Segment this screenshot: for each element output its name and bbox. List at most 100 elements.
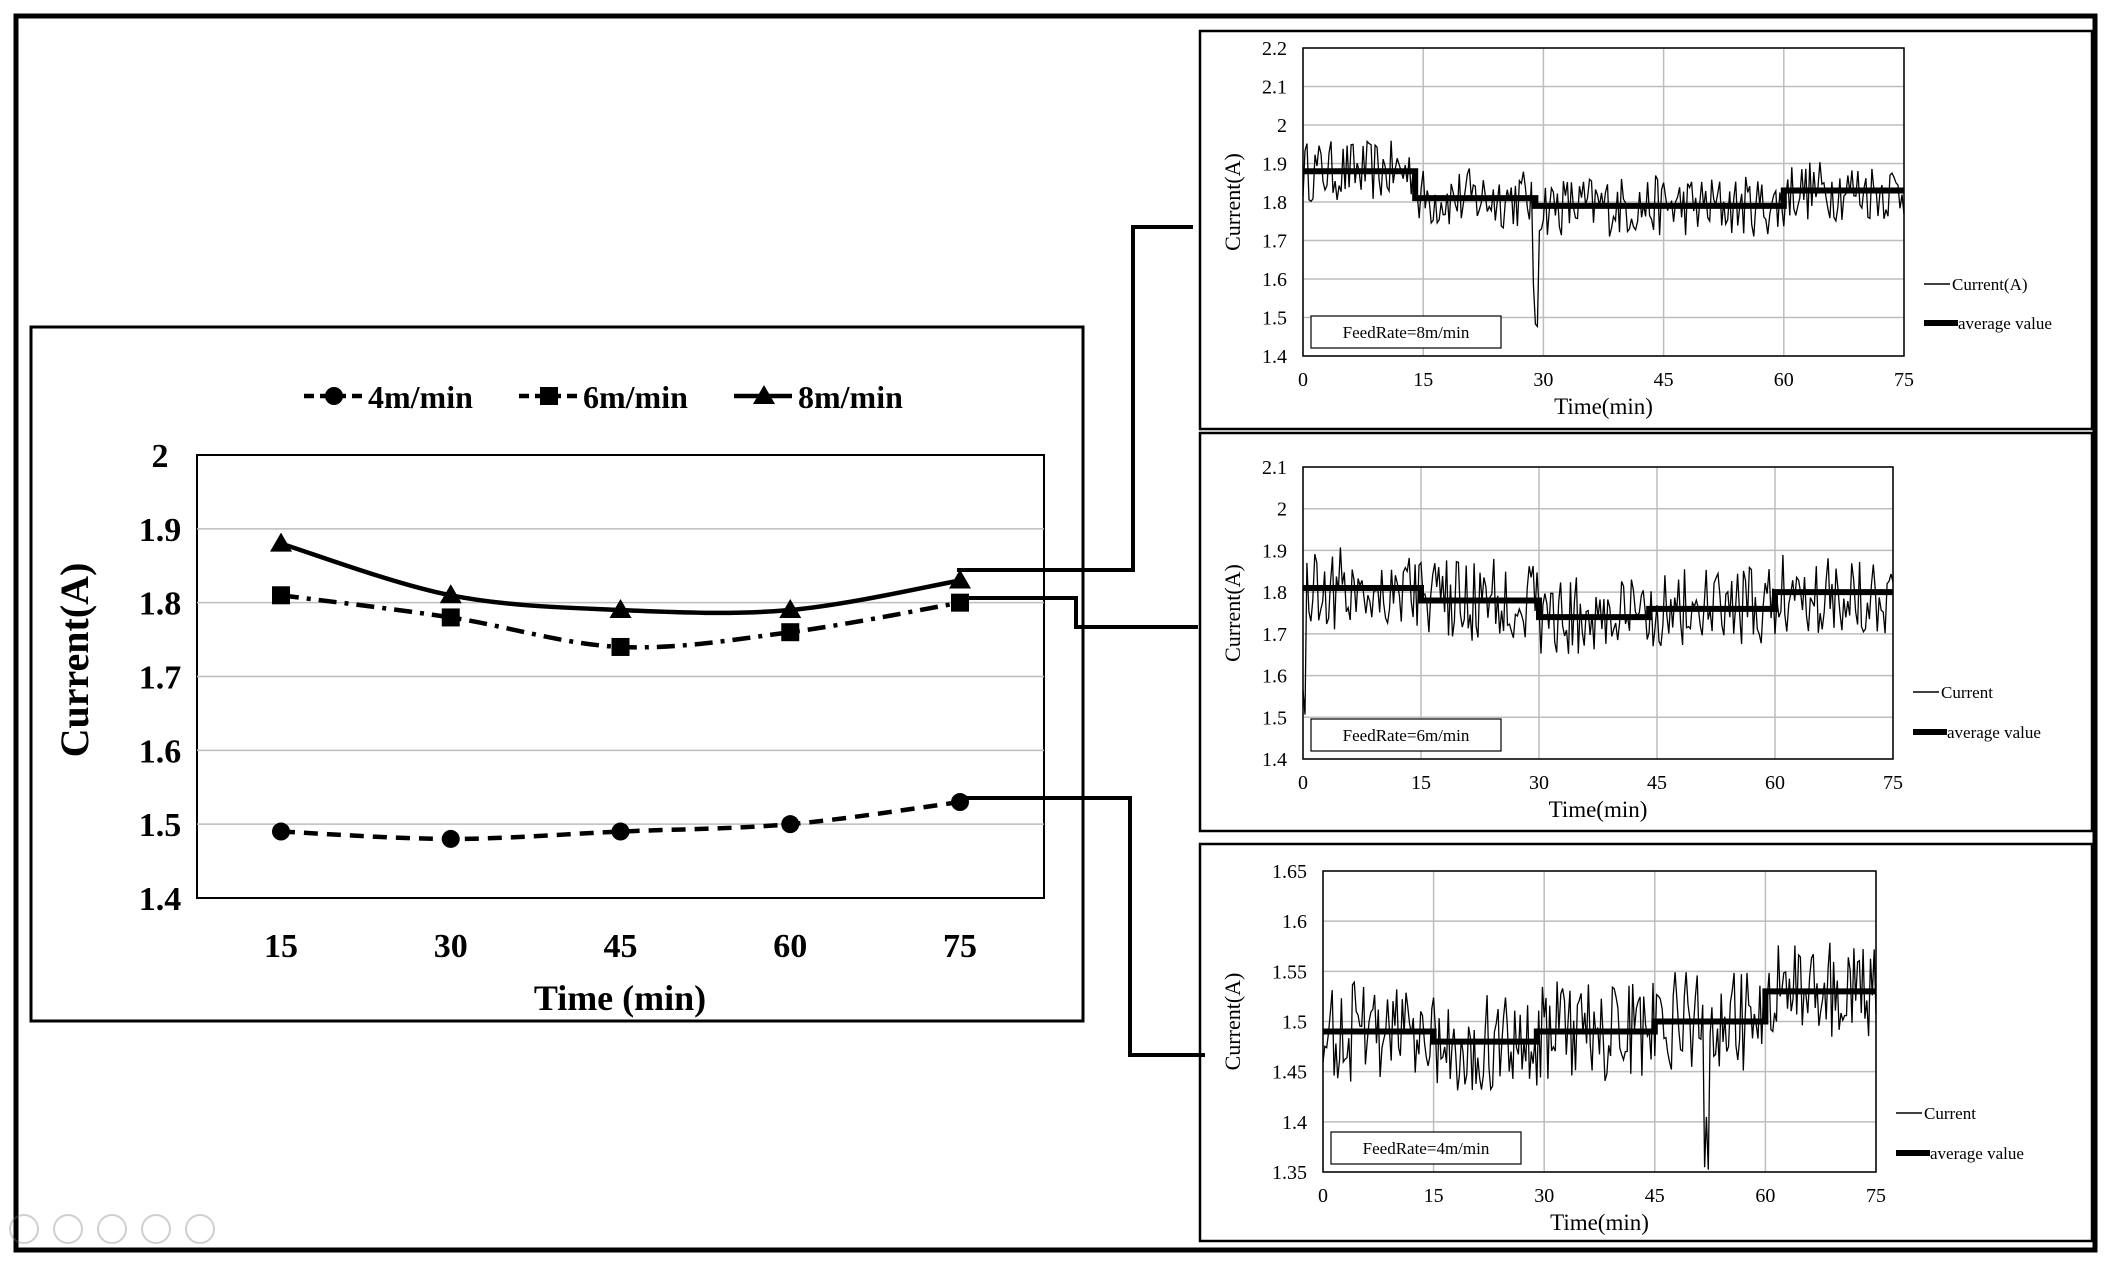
legend-label: Current [1941, 683, 1993, 702]
panel-y-tick-label: 2 [1277, 499, 1287, 521]
feedrate-box [1330, 1131, 1522, 1165]
connector-line [960, 596, 1198, 629]
data-point-4m-per-min [951, 793, 969, 812]
data-point-8m-per-min [779, 599, 802, 619]
data-point-6m-per-min [272, 586, 290, 605]
pen-icon[interactable] [53, 1214, 83, 1244]
figure-border [13, 13, 2098, 1253]
panel-x-tick-label: 60 [1765, 772, 1785, 794]
play-icon[interactable] [9, 1214, 39, 1244]
legend-label: 8m/min [798, 379, 903, 415]
legend-label: average value [1947, 723, 2041, 742]
legend-marker [325, 387, 343, 405]
panel-plot-area [1322, 870, 1877, 1173]
main-y-tick-label: 1.9 [139, 512, 182, 549]
panel-y-tick-label: 2.1 [1262, 77, 1287, 99]
panel-y-tick-label: 1.4 [1282, 1112, 1307, 1134]
panel-plot-area [1302, 47, 1905, 357]
legend-label: 6m/min [583, 379, 688, 415]
panel-x-tick-label: 45 [1645, 1185, 1665, 1207]
panel-y-axis-title: Current(A) [1220, 153, 1245, 251]
legend-label: average value [1958, 314, 2052, 333]
panel-x-tick-label: 30 [1533, 369, 1553, 391]
connector-line [960, 796, 1205, 1057]
panel-y-axis-title: Current(A) [1220, 564, 1245, 662]
panel-frame [1198, 29, 2094, 431]
more-icon[interactable] [185, 1214, 215, 1244]
panel-x-tick-label: 75 [1894, 369, 1914, 391]
panel-y-tick-label: 1.7 [1262, 624, 1287, 646]
panel-plot-area [1302, 466, 1894, 760]
zoom-icon[interactable] [141, 1214, 171, 1244]
connector-line [957, 225, 1193, 572]
legend-marker [753, 385, 775, 404]
main-x-tick-label: 15 [264, 928, 298, 965]
panel-x-tick-label: 45 [1647, 772, 1667, 794]
main-y-axis-title: Current(A) [52, 563, 97, 758]
data-point-8m-per-min [270, 532, 292, 552]
panel-feed4: 1.35 1.4 1.45 1.5 1.55 1.6 1.65 0 15 30 45 60 75 Time… [1198, 842, 2094, 1243]
average-step-line [1303, 584, 1893, 621]
data-point-4m-per-min [611, 822, 630, 841]
average-step-line [1303, 168, 1904, 209]
main-y-tick-label: 2 [152, 438, 169, 475]
data-point-4m-per-min [781, 815, 800, 834]
data-point-4m-per-min [441, 829, 460, 848]
panel-y-tick-label: 1.35 [1272, 1162, 1307, 1184]
panel-feed6: 1.4 1.5 1.6 1.7 1.8 1.9 2 2.1 0 15 30 45 60 75 Time(mi… [1198, 431, 2094, 833]
panel-x-axis-title: Time(min) [1550, 1210, 1649, 1235]
main-y-tick-label: 1.4 [139, 881, 182, 918]
panel-y-tick-label: 1.6 [1262, 666, 1287, 688]
feedrate-annotation: FeedRate=8m/min [1343, 323, 1470, 342]
panel-y-tick-label: 1.5 [1262, 308, 1287, 330]
feedrate-annotation: FeedRate=6m/min [1343, 726, 1470, 745]
data-point-6m-per-min [611, 637, 630, 656]
main-x-axis-title: Time (min) [534, 978, 706, 1018]
data-point-8m-per-min [439, 584, 462, 604]
panel-y-tick-label: 1.6 [1282, 911, 1307, 933]
main-x-tick-label: 75 [943, 928, 977, 965]
main-chart: 1.4 1.5 1.6 1.7 1.8 1.9 2 15 30 45 60 75 Time (min) C… [29, 325, 1085, 1023]
panel-x-tick-label: 15 [1411, 772, 1431, 794]
panel-y-tick-label: 1.5 [1282, 1012, 1307, 1034]
panel-y-tick-label: 1.55 [1272, 961, 1307, 983]
legend-label: Current [1924, 1104, 1976, 1123]
panel-y-tick-label: 1.65 [1272, 861, 1307, 883]
panel-y-tick-label: 2.1 [1262, 457, 1287, 479]
panel-x-tick-label: 75 [1883, 772, 1903, 794]
panel-y-tick-label: 2.2 [1262, 38, 1287, 60]
main-y-tick-label: 1.8 [139, 586, 182, 623]
panel-y-tick-label: 2 [1277, 115, 1287, 137]
panel-y-tick-label: 1.4 [1262, 346, 1287, 368]
panel-x-axis-title: Time(min) [1549, 797, 1648, 822]
data-point-8m-per-min [609, 599, 632, 619]
panel-x-tick-label: 75 [1866, 1185, 1886, 1207]
panel-x-tick-label: 45 [1654, 369, 1674, 391]
panel-y-tick-label: 1.4 [1262, 749, 1287, 771]
panel-x-tick-label: 0 [1298, 772, 1308, 794]
viewer-toolbar[interactable] [9, 1214, 215, 1244]
panel-x-tick-label: 0 [1318, 1185, 1328, 1207]
panel-x-axis-title: Time(min) [1554, 394, 1653, 419]
legend-marker [540, 387, 558, 405]
panel-y-tick-label: 1.7 [1262, 231, 1287, 253]
main-x-tick-label: 60 [773, 928, 807, 965]
main-y-tick-label: 1.7 [139, 660, 182, 697]
main-chart-frame [29, 325, 1085, 1023]
main-x-tick-label: 45 [604, 928, 638, 965]
panel-y-tick-label: 1.9 [1262, 154, 1287, 176]
panel-feed8: 1.4 1.5 1.6 1.7 1.8 1.9 2 2.1 2.2 0 15 30 45 60 75 Time… [1198, 29, 2094, 431]
panel-x-tick-label: 60 [1755, 1185, 1775, 1207]
panel-y-tick-label: 1.8 [1262, 192, 1287, 214]
panel-x-tick-label: 15 [1424, 1185, 1444, 1207]
feedrate-box [1310, 315, 1502, 349]
data-point-6m-per-min [781, 623, 800, 642]
panel-y-tick-label: 1.5 [1262, 707, 1287, 729]
panel-frame [1198, 431, 2094, 833]
main-y-tick-label: 1.5 [139, 807, 182, 844]
current-trace [1322, 942, 1877, 1170]
panel-x-tick-label: 60 [1774, 369, 1794, 391]
feedrate-box [1310, 718, 1502, 752]
data-point-8m-per-min [949, 569, 971, 589]
copy-icon[interactable] [97, 1214, 127, 1244]
